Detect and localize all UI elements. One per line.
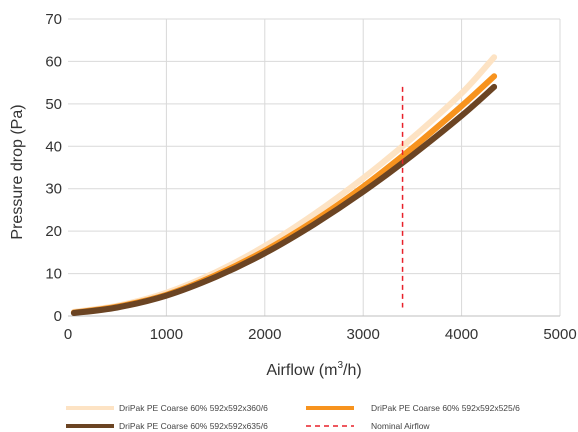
x-axis-label-end: /h) (343, 362, 362, 379)
legend-label-nominal: Nominal Airflow (371, 421, 430, 431)
y-axis-label: Pressure drop (Pa) (9, 104, 26, 239)
x-tick-label: 0 (64, 326, 72, 343)
y-tick-label: 50 (45, 96, 62, 113)
grid-lines (68, 18, 561, 316)
y-tick-label: 70 (45, 11, 62, 28)
x-axis-label: Airflow (m3/h) (266, 360, 361, 379)
x-tick-label: 1000 (150, 326, 183, 343)
x-tick-label: 3000 (347, 326, 380, 343)
legend: DriPak PE Coarse 60% 592x592x360/6 DriPa… (66, 403, 520, 431)
y-tick-label: 0 (54, 308, 62, 325)
series-lines (70, 54, 498, 316)
series-line-525 (70, 73, 498, 316)
x-tick-label: 2000 (248, 326, 281, 343)
x-tick-label: 4000 (445, 326, 478, 343)
x-axis-label-superscript: 3 (337, 360, 343, 371)
legend-label-525: DriPak PE Coarse 60% 592x592x525/6 (371, 403, 520, 413)
legend-label-635: DriPak PE Coarse 60% 592x592x635/6 (119, 421, 268, 431)
x-axis-label-main: Airflow (m (266, 362, 337, 379)
y-tick-label: 60 (45, 53, 62, 70)
y-tick-label: 30 (45, 181, 62, 198)
y-tick-label: 40 (45, 138, 62, 155)
tick-labels: 0 10 20 30 40 50 60 70 0 1000 2000 3000 4000 5000 (45, 11, 576, 343)
series-line-635 (70, 83, 498, 316)
y-tick-label: 20 (45, 223, 62, 240)
y-tick-label: 10 (45, 266, 62, 283)
x-tick-label: 5000 (543, 326, 576, 343)
legend-label-360: DriPak PE Coarse 60% 592x592x360/6 (119, 403, 268, 413)
